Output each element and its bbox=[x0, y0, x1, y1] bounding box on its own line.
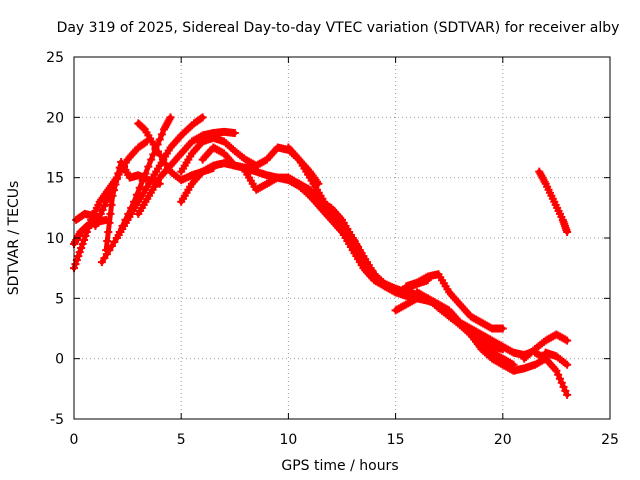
data-point bbox=[155, 135, 164, 144]
series-track-22 bbox=[530, 348, 572, 399]
data-point bbox=[230, 129, 239, 138]
data-point bbox=[110, 238, 119, 247]
data-point bbox=[114, 169, 123, 178]
series-track-3 bbox=[72, 209, 100, 224]
data-point bbox=[93, 217, 102, 226]
data-point bbox=[107, 242, 116, 251]
data-point bbox=[135, 183, 144, 192]
data-point bbox=[563, 336, 572, 345]
data-point bbox=[80, 236, 89, 245]
data-point bbox=[97, 258, 106, 267]
data-point bbox=[71, 260, 80, 269]
data-point bbox=[75, 248, 84, 257]
data-point bbox=[561, 386, 570, 395]
data-point bbox=[107, 200, 116, 209]
data-point bbox=[563, 390, 572, 399]
data-point bbox=[552, 366, 561, 375]
data-point bbox=[100, 201, 109, 210]
data-point bbox=[96, 209, 105, 218]
tick-labels: 0 5 10 15 20 25 -5 0 5 10 15 20 25 bbox=[46, 50, 619, 448]
series-track-11 bbox=[177, 133, 323, 188]
data-point bbox=[198, 113, 207, 122]
data-point bbox=[105, 218, 114, 227]
data-point bbox=[498, 324, 507, 333]
data-point bbox=[563, 227, 572, 236]
series-track-24 bbox=[535, 167, 572, 236]
data-point bbox=[559, 382, 568, 391]
x-tick-label: 5 bbox=[177, 432, 186, 448]
data-point bbox=[138, 176, 147, 185]
data-point bbox=[91, 221, 100, 230]
y-axis-label: SDTVAR / TECUs bbox=[6, 181, 22, 296]
x-tick-label: 10 bbox=[279, 432, 297, 448]
y-tick-label: 5 bbox=[55, 291, 64, 307]
data-point bbox=[380, 282, 389, 291]
chart-title: Day 319 of 2025, Sidereal Day-to-day VTE… bbox=[57, 20, 620, 36]
data-point bbox=[153, 147, 162, 156]
y-tick-label: 10 bbox=[46, 231, 64, 247]
data-point bbox=[81, 231, 90, 240]
data-point bbox=[74, 252, 83, 261]
data-point bbox=[106, 209, 115, 218]
y-tick-label: 20 bbox=[46, 110, 64, 126]
data-point bbox=[149, 150, 158, 159]
series-track-23 bbox=[541, 348, 572, 369]
data-point bbox=[139, 124, 148, 133]
data-point bbox=[110, 186, 119, 195]
data-point bbox=[141, 169, 150, 178]
x-tick-label: 0 bbox=[70, 432, 79, 448]
data-point bbox=[151, 143, 160, 152]
data-point bbox=[557, 378, 566, 387]
x-axis-label: GPS time / hours bbox=[281, 458, 398, 474]
data-point bbox=[156, 151, 165, 160]
data-point bbox=[147, 155, 156, 164]
data-point bbox=[166, 113, 175, 122]
data-point bbox=[555, 374, 564, 383]
data-point bbox=[144, 162, 153, 171]
data-point bbox=[141, 138, 150, 147]
data-point bbox=[157, 130, 166, 139]
series-track-14 bbox=[284, 143, 432, 297]
y-tick-label: 0 bbox=[55, 352, 64, 368]
data-point bbox=[102, 250, 111, 259]
x-tick-label: 15 bbox=[387, 432, 405, 448]
data-point bbox=[161, 159, 170, 168]
data-point bbox=[563, 360, 572, 369]
data-point bbox=[158, 155, 167, 164]
y-tick-label: 25 bbox=[46, 50, 64, 66]
data-point bbox=[554, 370, 563, 379]
data-point bbox=[197, 114, 206, 123]
data-point bbox=[103, 237, 112, 246]
x-tick-label: 20 bbox=[494, 432, 512, 448]
data-point bbox=[111, 180, 120, 189]
data-point bbox=[102, 197, 111, 206]
y-tick-label: -5 bbox=[50, 412, 64, 428]
axes bbox=[73, 56, 611, 420]
data-point bbox=[104, 227, 113, 236]
data-point bbox=[78, 240, 87, 249]
data-point bbox=[100, 254, 109, 263]
data-point bbox=[77, 244, 86, 253]
series-track-15 bbox=[295, 179, 389, 291]
data-point bbox=[98, 205, 107, 214]
series-track-17 bbox=[402, 270, 507, 333]
data-point bbox=[108, 191, 117, 200]
data-point bbox=[112, 174, 121, 183]
data-point bbox=[132, 190, 141, 199]
data-points bbox=[70, 113, 572, 399]
data-point bbox=[95, 213, 104, 222]
x-tick-label: 25 bbox=[601, 432, 619, 448]
series-track-9 bbox=[134, 127, 239, 218]
data-point bbox=[105, 246, 114, 255]
series-track-7 bbox=[112, 113, 207, 242]
y-tick-label: 15 bbox=[46, 171, 64, 187]
